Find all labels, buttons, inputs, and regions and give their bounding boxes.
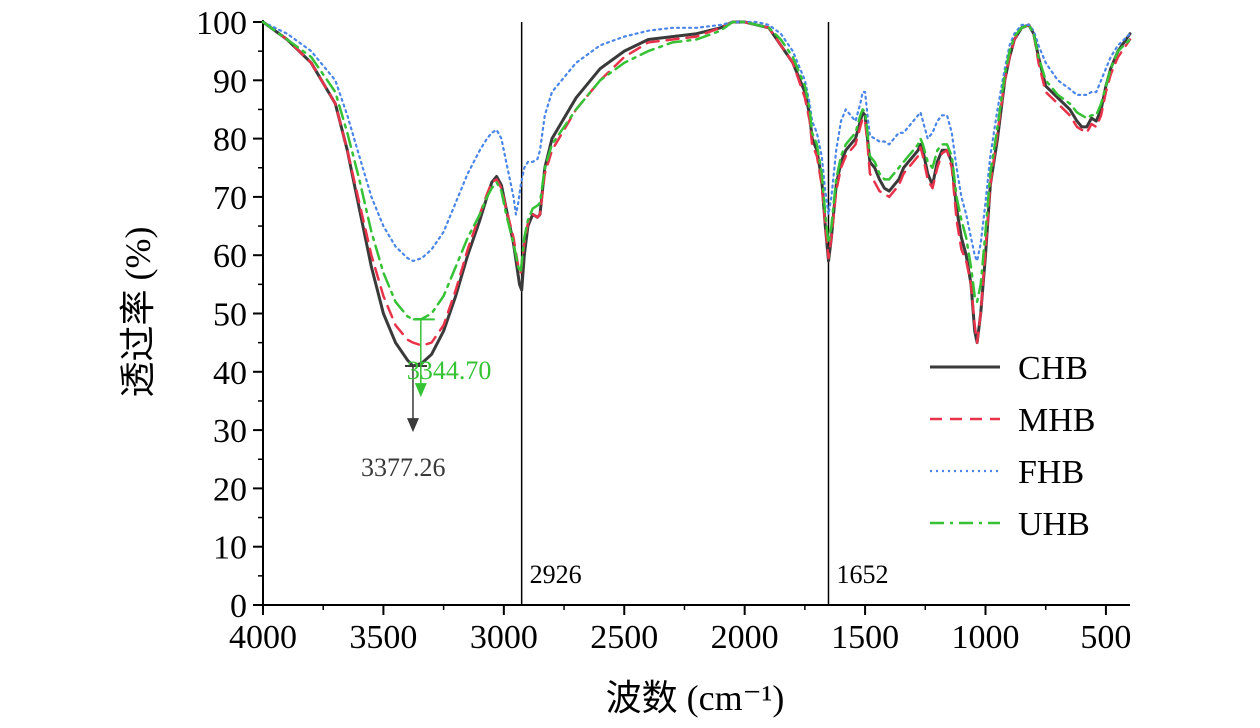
y-tick-label: 10 [213, 530, 247, 567]
axes: 0 10 20 30 40 50 60 70 80 90 100 4000 3500 3000 2500 20… [196, 5, 1131, 656]
series-line-uhb [261, 20, 1132, 321]
y-tick-label: 90 [213, 63, 247, 100]
peak-annotations: 3377.26 3344.70 [361, 318, 492, 482]
annotation-arrowhead [406, 418, 419, 433]
reference-line-label: 2926 [530, 560, 582, 589]
y-tick-label: 50 [213, 297, 247, 334]
legend-label: FHB [1018, 454, 1084, 491]
y-tick-label: 40 [213, 355, 247, 392]
annotation-arrowhead [414, 383, 427, 398]
series-line-chb [261, 20, 1132, 368]
y-axis-label: 透过率 (%) [118, 227, 158, 398]
x-tick-label: 3000 [470, 619, 538, 656]
y-tick-label: 100 [196, 5, 247, 42]
series-group [261, 20, 1132, 368]
legend-label: UHB [1018, 506, 1090, 543]
annotation-label: 3377.26 [361, 453, 446, 482]
x-tick-label: 2000 [711, 619, 779, 656]
x-tick-label: 1500 [831, 619, 899, 656]
y-tick-label: 0 [230, 588, 247, 625]
x-tick-label: 3500 [349, 619, 417, 656]
legend: CHB MHB FHB UHB [930, 350, 1095, 543]
reference-lines: 2926 1652 [520, 22, 888, 605]
y-tick-label: 60 [213, 238, 247, 275]
y-tick-label: 80 [213, 122, 247, 159]
x-tick-label: 4000 [229, 619, 297, 656]
series-line-mhb [261, 20, 1132, 347]
legend-label: MHB [1018, 402, 1095, 439]
y-tick-label: 30 [213, 413, 247, 450]
legend-label: CHB [1018, 350, 1088, 387]
x-tick-label: 500 [1080, 619, 1131, 656]
x-axis-label: 波数 (cm⁻¹) [606, 678, 785, 718]
reference-line-label: 1652 [836, 560, 888, 589]
series-line-fhb [261, 20, 1132, 263]
y-tick-label: 70 [213, 180, 247, 217]
annotation-label: 3344.70 [407, 356, 492, 385]
x-tick-label: 2500 [590, 619, 658, 656]
x-tick-label: 1000 [952, 619, 1020, 656]
y-tick-label: 20 [213, 471, 247, 508]
